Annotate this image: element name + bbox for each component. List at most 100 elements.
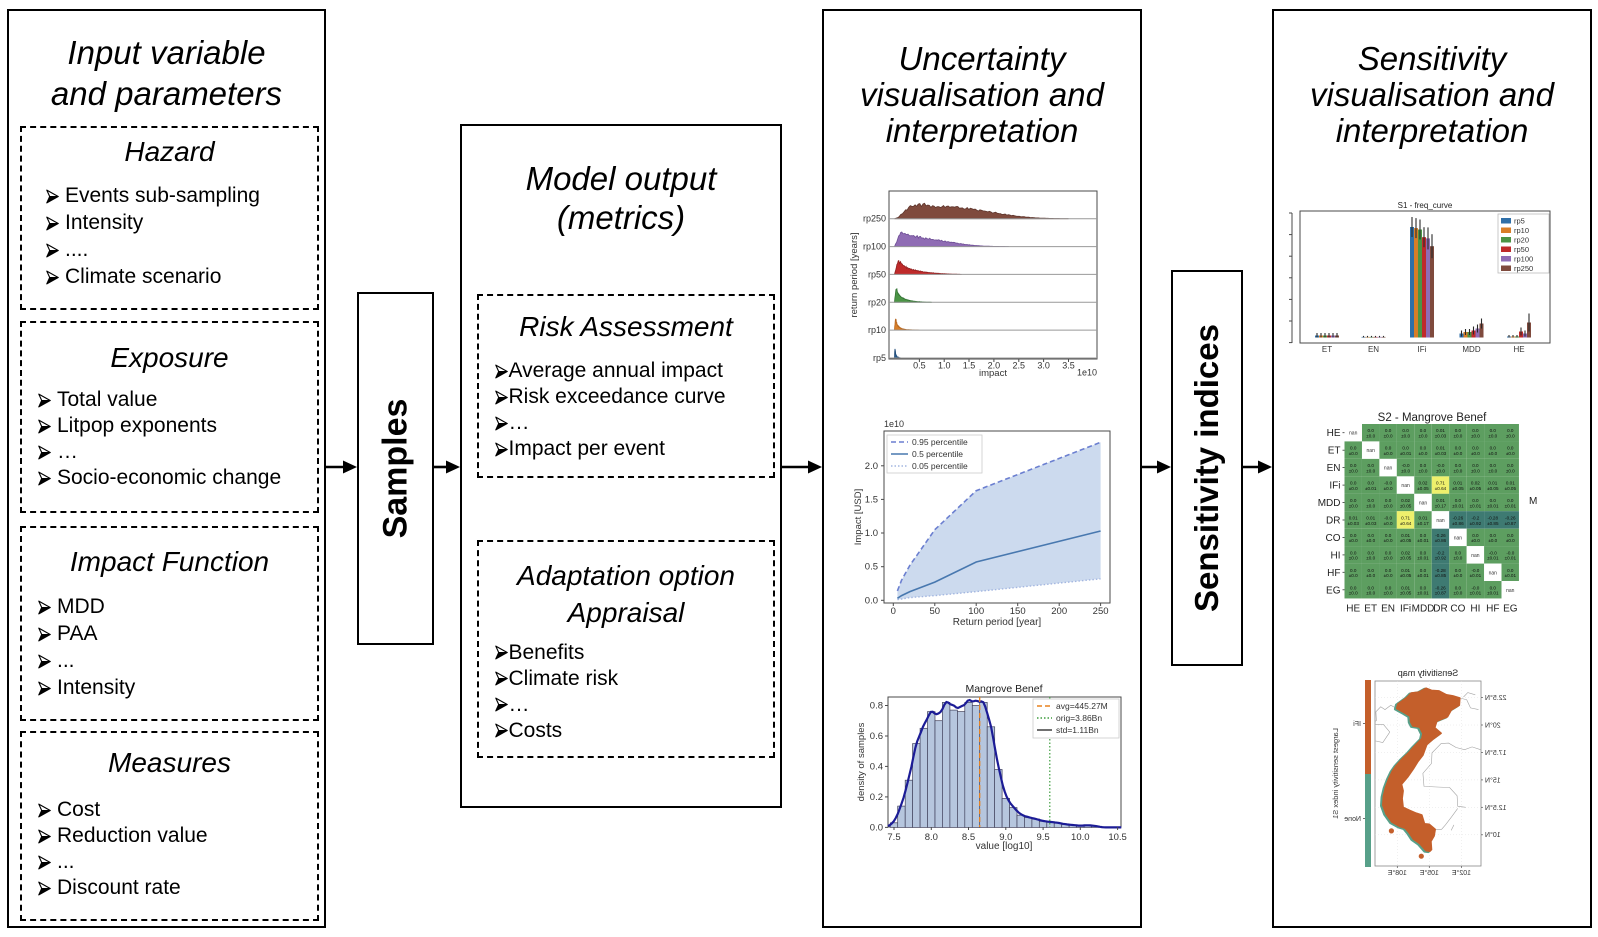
svg-text:0.0: 0.0 — [1350, 498, 1357, 503]
svg-text:±0.0: ±0.0 — [1419, 434, 1428, 439]
svg-text:0.0: 0.0 — [1368, 533, 1375, 538]
svg-text:10°N: 10°N — [1485, 831, 1501, 839]
svg-text:105°E: 105°E — [1419, 869, 1438, 877]
svg-text:Return period [year]: Return period [year] — [953, 617, 1042, 628]
svg-text:nan: nan — [1506, 588, 1515, 594]
svg-text:8.0: 8.0 — [925, 832, 938, 843]
svg-text:0.0: 0.0 — [1490, 585, 1497, 590]
svg-text:±0.0: ±0.0 — [1506, 451, 1515, 456]
svg-text:±0.0: ±0.0 — [1453, 468, 1462, 473]
svg-text:0.0: 0.0 — [1350, 568, 1357, 573]
svg-text:-0.26: -0.26 — [1453, 516, 1464, 521]
svg-text:rp100: rp100 — [863, 242, 886, 252]
svg-text:EG: EG — [1503, 604, 1518, 615]
svg-text:±0.0: ±0.0 — [1471, 468, 1480, 473]
svg-text:rp20: rp20 — [868, 297, 886, 307]
svg-text:HE: HE — [1346, 604, 1360, 615]
svg-text:nan: nan — [1401, 483, 1410, 489]
svg-text:3.0: 3.0 — [1037, 361, 1050, 371]
svg-text:-0.0: -0.0 — [1384, 481, 1392, 486]
svg-text:±0.64: ±0.64 — [1435, 486, 1447, 491]
svg-text:-0.28: -0.28 — [1435, 568, 1446, 573]
svg-text:0.4: 0.4 — [870, 761, 883, 772]
svg-text:M: M — [1529, 496, 1537, 507]
svg-text:0.71: 0.71 — [1436, 481, 1445, 486]
svg-text:±0.0: ±0.0 — [1384, 486, 1393, 491]
svg-text:0.01: 0.01 — [1401, 533, 1410, 538]
svg-text:-0.0: -0.0 — [1384, 516, 1392, 521]
svg-text:0.01: 0.01 — [1419, 516, 1428, 521]
svg-text:0.0: 0.0 — [1490, 498, 1497, 503]
svg-text:0.0: 0.0 — [1455, 568, 1462, 573]
svg-text:0.0: 0.0 — [1385, 568, 1392, 573]
svg-text:0.0: 0.0 — [1472, 428, 1479, 433]
svg-text:-0.26: -0.26 — [1435, 585, 1446, 590]
svg-text:0.0: 0.0 — [1385, 446, 1392, 451]
svg-text:ET: ET — [1328, 446, 1341, 457]
svg-text:nan: nan — [1471, 553, 1480, 559]
svg-text:orig=3.86Bn: orig=3.86Bn — [1056, 713, 1102, 723]
svg-text:±0.01: ±0.01 — [1487, 503, 1499, 508]
svg-text:±0.05: ±0.05 — [1400, 503, 1412, 508]
svg-text:0.5: 0.5 — [913, 361, 926, 371]
svg-text:0.0: 0.0 — [1490, 446, 1497, 451]
svg-text:0.0: 0.0 — [1472, 498, 1479, 503]
svg-text:ET: ET — [1364, 604, 1377, 615]
svg-text:±0.01: ±0.01 — [1417, 573, 1429, 578]
svg-text:nan: nan — [1384, 466, 1393, 472]
svg-text:±0.0: ±0.0 — [1349, 486, 1358, 491]
svg-text:0.0: 0.0 — [1350, 533, 1357, 538]
svg-text:rp20: rp20 — [1514, 236, 1529, 245]
svg-text:0.0: 0.0 — [1368, 498, 1375, 503]
svg-text:0.01: 0.01 — [1436, 446, 1445, 451]
svg-text:±0.0: ±0.0 — [1453, 573, 1462, 578]
svg-text:17.5°N: 17.5°N — [1485, 749, 1506, 757]
svg-text:std=1.11Bn: std=1.11Bn — [1056, 725, 1099, 735]
svg-text:nan: nan — [1349, 431, 1358, 437]
svg-text:rp250: rp250 — [863, 214, 886, 224]
svg-text:7.5: 7.5 — [887, 832, 900, 843]
svg-text:±0.0: ±0.0 — [1506, 468, 1515, 473]
svg-text:±0.0: ±0.0 — [1349, 468, 1358, 473]
svg-text:0.0: 0.0 — [1385, 428, 1392, 433]
svg-text:1.5: 1.5 — [963, 361, 976, 371]
svg-text:nan: nan — [1454, 535, 1463, 541]
svg-text:±0.05: ±0.05 — [1400, 591, 1412, 596]
svg-text:±0.0: ±0.0 — [1366, 434, 1375, 439]
svg-text:±0.0: ±0.0 — [1506, 434, 1515, 439]
svg-text:±0.0: ±0.0 — [1401, 434, 1410, 439]
svg-text:1.0: 1.0 — [865, 528, 878, 539]
svg-text:-0.2: -0.2 — [1437, 550, 1445, 555]
svg-text:0.01: 0.01 — [1436, 428, 1445, 433]
svg-text:±0.01: ±0.01 — [1505, 503, 1517, 508]
svg-text:-0.0: -0.0 — [1471, 568, 1479, 573]
svg-text:0.02: 0.02 — [1471, 481, 1480, 486]
svg-text:0.01: 0.01 — [1401, 568, 1410, 573]
svg-text:0.0: 0.0 — [1490, 428, 1497, 433]
svg-text:MDD: MDD — [1318, 498, 1341, 509]
svg-text:rp5: rp5 — [873, 353, 886, 363]
svg-text:impact: impact — [979, 368, 1007, 379]
svg-text:0.0: 0.0 — [865, 595, 878, 606]
svg-text:0.5: 0.5 — [865, 562, 878, 573]
svg-text:0.0: 0.0 — [1420, 533, 1427, 538]
svg-text:20°N: 20°N — [1485, 722, 1501, 730]
svg-text:±0.01: ±0.01 — [1417, 556, 1429, 561]
svg-text:1e10: 1e10 — [1077, 368, 1097, 378]
svg-text:HI: HI — [1331, 550, 1341, 561]
svg-text:EN: EN — [1368, 345, 1379, 354]
svg-text:HF: HF — [1486, 604, 1499, 615]
svg-text:0.0: 0.0 — [1490, 533, 1497, 538]
svg-text:0.0: 0.0 — [1420, 446, 1427, 451]
svg-text:9.0: 9.0 — [999, 832, 1012, 843]
svg-text:rp10: rp10 — [868, 325, 886, 335]
svg-text:±0.01: ±0.01 — [1505, 573, 1517, 578]
svg-text:0.0: 0.0 — [1455, 550, 1462, 555]
svg-text:HE: HE — [1513, 345, 1524, 354]
svg-text:0.0: 0.0 — [1385, 585, 1392, 590]
svg-text:±0.0: ±0.0 — [1384, 451, 1393, 456]
svg-text:±0.01: ±0.01 — [1470, 503, 1482, 508]
svg-text:±0.01: ±0.01 — [1470, 573, 1482, 578]
svg-text:0.01: 0.01 — [1488, 481, 1497, 486]
svg-text:0.0: 0.0 — [1402, 428, 1409, 433]
